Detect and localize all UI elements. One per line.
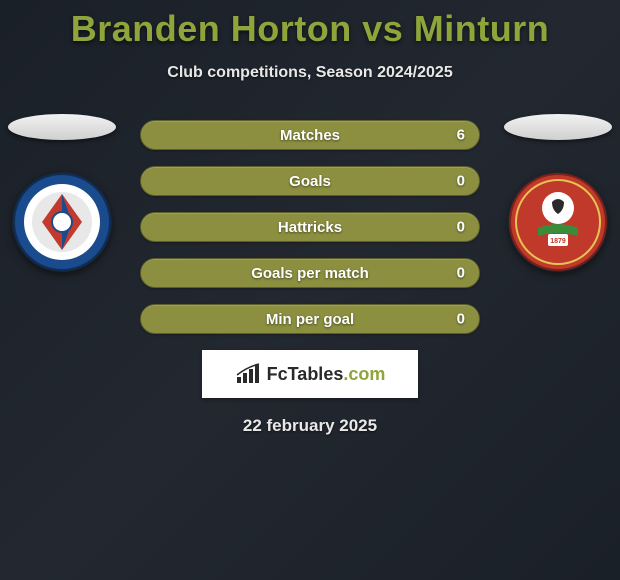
brand-name: FcTables: [267, 364, 344, 384]
stat-row: Min per goal 0: [140, 304, 480, 334]
stat-row: Hattricks 0: [140, 212, 480, 242]
stat-label: Hattricks: [278, 219, 342, 236]
stat-label: Goals per match: [251, 265, 369, 282]
svg-text:1879: 1879: [550, 238, 566, 245]
page-title: Branden Horton vs Minturn: [0, 8, 620, 50]
stat-value: 0: [457, 311, 465, 328]
brand-suffix: .com: [343, 364, 385, 384]
stat-value: 0: [457, 219, 465, 236]
subtitle: Club competitions, Season 2024/2025: [0, 64, 620, 82]
bar-chart-icon: [235, 363, 261, 385]
stat-label: Goals: [289, 173, 331, 190]
club-crest-left: [12, 172, 112, 272]
stat-label: Min per goal: [266, 311, 354, 328]
stat-row: Goals 0: [140, 166, 480, 196]
club-crest-right: 1879: [508, 172, 608, 272]
main-area: 1879 Matches 6 Goals 0 Hattricks 0 Goals…: [0, 120, 620, 436]
stat-row: Goals per match 0: [140, 258, 480, 288]
stat-value: 0: [457, 265, 465, 282]
stat-value: 0: [457, 173, 465, 190]
stat-row: Matches 6: [140, 120, 480, 150]
player-name-pill-left: [8, 114, 116, 140]
date-text: 22 february 2025: [0, 416, 620, 436]
branding-box: FcTables.com: [202, 350, 418, 398]
comparison-card: Branden Horton vs Minturn Club competiti…: [0, 0, 620, 436]
stat-value: 6: [457, 127, 465, 144]
stats-list: Matches 6 Goals 0 Hattricks 0 Goals per …: [140, 120, 480, 334]
player-left-column: [8, 114, 116, 272]
crest-right-icon: 1879: [508, 172, 608, 272]
branding-text: FcTables.com: [267, 364, 386, 385]
player-right-column: 1879: [504, 114, 612, 272]
crest-left-icon: [12, 172, 112, 272]
stat-label: Matches: [280, 127, 340, 144]
player-name-pill-right: [504, 114, 612, 140]
